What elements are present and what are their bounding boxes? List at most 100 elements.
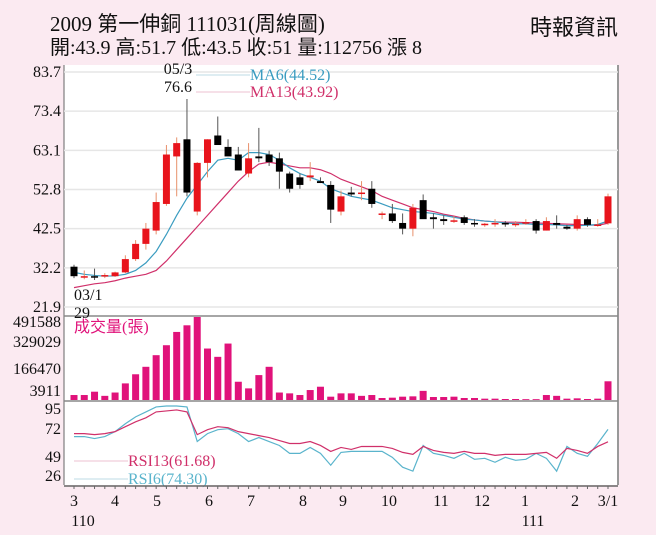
candle-body <box>234 154 242 171</box>
volume-bar <box>522 399 530 400</box>
y-tick-label: 32.2 <box>33 260 61 277</box>
volume-bar <box>409 396 417 400</box>
candle-body <box>522 222 530 224</box>
volume-bar <box>101 395 109 400</box>
volume-bar <box>563 398 571 400</box>
volume-bar <box>491 398 499 400</box>
volume-bar <box>275 392 283 400</box>
volume-bar <box>234 381 242 400</box>
candle-body <box>532 221 540 231</box>
candle-body <box>316 181 324 184</box>
x-tick-label: 9 <box>339 493 347 510</box>
volume-bar <box>245 388 253 400</box>
candle-body <box>132 243 140 260</box>
volume-bar <box>460 398 468 400</box>
candle-body <box>471 222 478 225</box>
candle-body <box>388 213 396 222</box>
volume-bar <box>306 390 314 400</box>
high-date-label: 05/3 <box>164 61 192 78</box>
volume-bar <box>553 395 561 400</box>
candle-body <box>265 154 273 163</box>
volume-tick-label: 329029 <box>13 334 61 351</box>
candle-body <box>347 192 355 195</box>
volume-bar <box>265 366 273 400</box>
volume-bar <box>327 396 335 400</box>
volume-bar <box>573 398 581 400</box>
y-tick-label: 63.1 <box>33 142 61 159</box>
volume-bar <box>91 391 99 400</box>
x-tick-label: 11 <box>433 493 448 510</box>
volume-tick-label: 166470 <box>13 361 61 378</box>
candle-body <box>429 217 437 220</box>
volume-bar <box>183 325 191 400</box>
volume-bar <box>594 398 602 400</box>
candle-body <box>327 184 335 210</box>
volume-bar <box>121 383 129 400</box>
source-label: 時報資訊 <box>529 15 618 40</box>
ma6-legend: MA6(44.52) <box>250 67 330 84</box>
candle-body <box>183 139 191 193</box>
high-value-label: 76.6 <box>164 79 192 96</box>
volume-bar <box>429 397 437 400</box>
candle-body <box>460 217 468 223</box>
candle-body <box>121 259 129 273</box>
candle-body <box>450 220 458 222</box>
candle-body <box>399 222 407 229</box>
ma13-legend: MA13(43.92) <box>250 84 338 101</box>
candle-body <box>204 139 211 163</box>
volume-bar <box>337 393 345 400</box>
candle-body <box>512 223 520 226</box>
volume-bar <box>70 395 78 400</box>
x-tick-label: 3/1 <box>598 493 618 510</box>
candle-body <box>604 196 612 224</box>
volume-bar <box>532 399 540 400</box>
candle-body <box>481 223 489 226</box>
candle-body <box>542 221 550 231</box>
low-value-label: 29 <box>74 305 90 322</box>
rsi-tick-label: 72 <box>45 421 61 438</box>
volume-bar <box>162 345 170 400</box>
rsi13-line <box>74 409 609 460</box>
candle-body <box>563 226 571 229</box>
volume-bar <box>152 355 160 400</box>
x-tick-label: 2 <box>571 493 579 510</box>
y-tick-label: 52.8 <box>33 182 61 199</box>
volume-label: 成交量(張) <box>74 318 149 336</box>
y-tick-label: 83.7 <box>33 64 61 81</box>
volume-bar <box>255 375 263 400</box>
plot-background <box>64 65 618 485</box>
volume-bar <box>512 399 520 400</box>
candle-body <box>337 196 345 212</box>
volume-bar <box>80 395 88 400</box>
candle-body <box>173 143 181 157</box>
volume-bar <box>111 392 119 400</box>
volume-bar <box>378 398 386 400</box>
volume-bar <box>214 356 222 400</box>
candle-body <box>583 219 591 225</box>
x-tick-label: 5 <box>153 493 161 510</box>
rsi-tick-label: 26 <box>45 468 61 485</box>
volume-tick-label: 3911 <box>30 383 61 400</box>
candle-body <box>255 156 263 159</box>
candle-body <box>101 275 109 277</box>
volume-bar <box>604 381 612 400</box>
rsi6-line <box>74 405 609 473</box>
volume-bar <box>542 395 550 400</box>
x-tick-label: 8 <box>299 493 307 510</box>
candle-body <box>224 146 232 157</box>
rsi-tick-label: 49 <box>45 449 61 466</box>
volume-bar <box>316 386 324 400</box>
volume-bar <box>501 399 509 400</box>
candle-body <box>368 188 376 204</box>
volume-bar <box>347 393 355 400</box>
volume-bar <box>419 390 427 400</box>
candle-body <box>286 173 294 189</box>
candle-body <box>193 162 201 212</box>
volume-bar <box>132 374 140 400</box>
volume-bar <box>296 395 304 400</box>
candle-body <box>358 192 366 195</box>
volume-bar <box>583 399 591 400</box>
candle-body <box>409 207 417 229</box>
x-tick-label: 6 <box>205 493 213 510</box>
candle-body <box>296 177 304 185</box>
